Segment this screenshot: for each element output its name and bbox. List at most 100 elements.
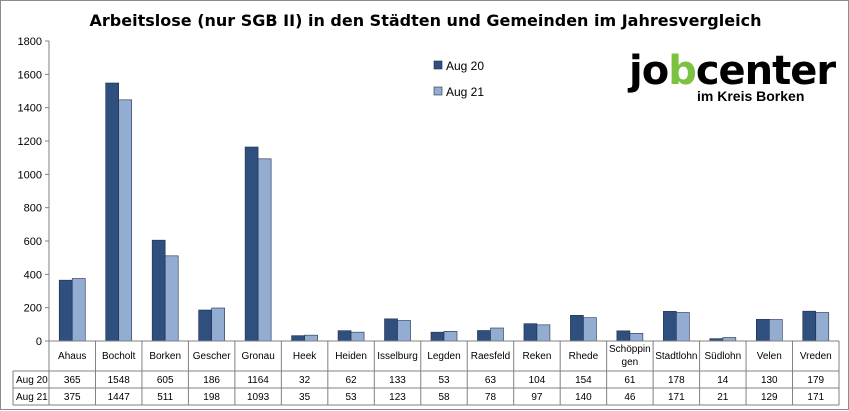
table-cell-value: 365 <box>64 375 81 386</box>
bar-aug21 <box>350 331 365 342</box>
bar-aug20 <box>523 323 538 342</box>
table-cell-value: 130 <box>761 375 778 386</box>
bar-aug20 <box>291 335 305 342</box>
category-label: Vreden <box>800 351 832 362</box>
bar-aug20 <box>244 146 259 342</box>
category-label: Gescher <box>193 351 231 362</box>
y-tick-label: 1800 <box>18 36 42 48</box>
y-tick-label: 600 <box>24 236 42 248</box>
bar-aug21 <box>71 278 86 342</box>
category-label: Heiden <box>335 351 367 362</box>
bar-aug20 <box>616 330 631 342</box>
table-cell-value: 62 <box>345 375 357 386</box>
category-label: Gronau <box>241 351 274 362</box>
table-cell-value: 104 <box>529 375 546 386</box>
table-cell-value: 46 <box>624 392 636 403</box>
table-cell-value: 154 <box>575 375 592 386</box>
bar-aug20 <box>337 330 352 342</box>
table-cell-value: 605 <box>157 375 174 386</box>
category-label: Schöppin <box>609 344 651 355</box>
bar-aug20 <box>58 279 73 342</box>
bar-aug21 <box>676 312 690 342</box>
table-cell-value: 171 <box>807 392 824 403</box>
table-cell-value: 78 <box>485 392 497 403</box>
bar-aug20 <box>384 318 398 342</box>
bar-aug21 <box>768 319 783 342</box>
table-cell-value: 1164 <box>247 375 269 386</box>
bar-aug21 <box>629 333 644 342</box>
table-cell-value: 58 <box>438 392 450 403</box>
logo-word-end: center <box>695 48 836 94</box>
table-cell-value: 133 <box>389 375 406 386</box>
table-cell-value: 178 <box>668 375 685 386</box>
logo-word-accent: b <box>668 48 697 94</box>
table-cell-value: 1093 <box>247 392 270 403</box>
table-cell-value: 14 <box>717 375 729 386</box>
table-cell-value: 1548 <box>108 375 131 386</box>
bar-aug20 <box>477 330 491 342</box>
bar-aug20 <box>755 319 770 342</box>
logo-subline: im Kreis Borken <box>697 88 805 104</box>
table-cell-value: 63 <box>485 375 497 386</box>
logo-wordmark: jobcenter <box>629 48 836 94</box>
category-label: Rhede <box>569 351 599 362</box>
bar-aug20 <box>570 315 584 342</box>
y-tick-label: 800 <box>24 203 42 215</box>
table-series-label: Aug 20 <box>16 375 48 386</box>
legend-swatch <box>433 86 443 96</box>
bar-aug21 <box>304 334 318 342</box>
logo-word-start: jo <box>629 48 669 94</box>
category-label: Heek <box>293 351 317 362</box>
category-label: Reken <box>522 351 551 362</box>
category-label: Borken <box>149 351 181 362</box>
bar-aug21 <box>397 320 411 342</box>
bar-aug20 <box>151 239 166 342</box>
bar-aug21 <box>815 312 830 342</box>
jobcenter-logo: jobcenter im Kreis Borken <box>629 51 836 105</box>
table-cell-value: 1447 <box>108 392 131 403</box>
table-cell-value: 140 <box>575 392 592 403</box>
table-cell-value: 186 <box>203 375 220 386</box>
bar-aug21 <box>536 324 551 342</box>
legend-label: Aug 20 <box>446 59 484 73</box>
category-label: Stadtlohn <box>655 351 697 362</box>
bar-aug21 <box>118 99 133 342</box>
bar-aug21 <box>583 317 597 342</box>
bar-aug20 <box>663 311 677 342</box>
bar-aug20 <box>802 310 817 342</box>
legend-swatch <box>433 60 443 70</box>
bar-aug20 <box>198 309 212 342</box>
table-cell-value: 129 <box>761 392 778 403</box>
y-tick-label: 1000 <box>18 169 42 181</box>
table-cell-value: 375 <box>64 392 81 403</box>
table-series-label: Aug 21 <box>16 392 48 403</box>
category-label: gen <box>622 357 639 368</box>
table-cell-value: 32 <box>299 375 311 386</box>
bar-aug21 <box>164 255 179 342</box>
y-tick-label: 0 <box>36 336 42 348</box>
bar-aug21 <box>257 158 272 342</box>
legend-label: Aug 21 <box>446 85 484 99</box>
bar-aug21 <box>722 337 737 342</box>
bar-aug21 <box>211 307 225 342</box>
table-cell-value: 35 <box>299 392 311 403</box>
y-tick-label: 400 <box>24 269 42 281</box>
bar-aug21 <box>443 331 458 342</box>
category-label: Isselburg <box>377 351 418 362</box>
table-cell-value: 179 <box>807 375 824 386</box>
table-cell-value: 21 <box>717 392 729 403</box>
chart-title: Arbeitslose (nur SGB II) in den Städten … <box>89 11 762 30</box>
table-cell-value: 511 <box>157 392 173 403</box>
y-tick-label: 1200 <box>18 136 42 148</box>
category-label: Ahaus <box>58 351 86 362</box>
table-cell-value: 97 <box>531 392 543 403</box>
category-label: Velen <box>757 351 782 362</box>
table-cell-value: 171 <box>668 392 685 403</box>
y-tick-label: 1600 <box>18 69 42 81</box>
y-tick-label: 1400 <box>18 103 42 115</box>
category-label: Legden <box>427 351 460 362</box>
table-cell-value: 61 <box>624 375 636 386</box>
bar-aug21 <box>490 327 504 342</box>
